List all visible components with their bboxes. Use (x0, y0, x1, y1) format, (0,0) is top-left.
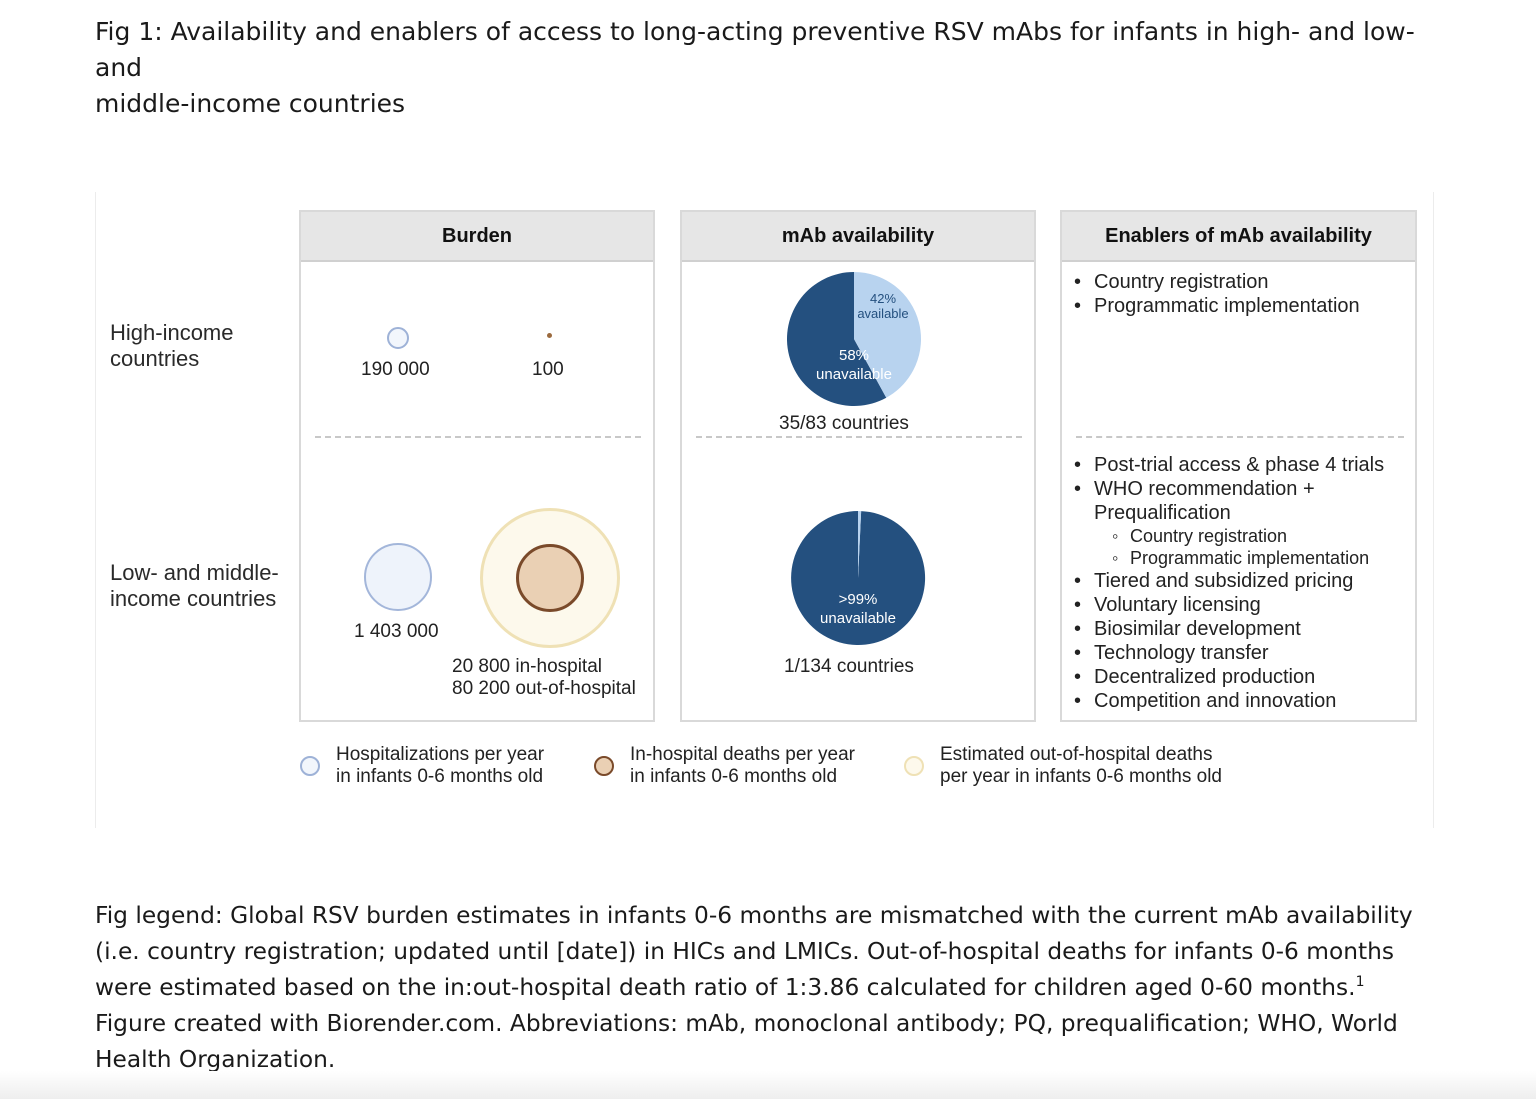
list-item: Post-trial access & phase 4 trials (1072, 453, 1384, 477)
row-divider (1076, 436, 1404, 438)
row-divider (315, 436, 641, 438)
page-bottom-shade (0, 1071, 1536, 1099)
high-income-enablers-list: Country registration Programmatic implem… (1072, 270, 1360, 318)
list-item: Biosimilar development (1072, 617, 1384, 641)
out-of-hospital-deaths-marker-icon (904, 756, 924, 776)
high-income-availability-pie: 42% available 58% unavailable (785, 270, 923, 408)
unavailable-text-label: unavailable (816, 366, 892, 383)
list-item: Tiered and subsidized pricing (1072, 569, 1384, 593)
unavailable-text-label: unavailable (820, 610, 896, 627)
row-label-lmic: Low- and middle- income countries (110, 560, 279, 612)
list-item: Decentralized production (1072, 665, 1384, 689)
lmic-in-hospital-deaths-circle (516, 544, 584, 612)
unavailable-pct-label: >99% (839, 591, 878, 608)
lmic-enablers-list: Post-trial access & phase 4 trials WHO r… (1072, 453, 1384, 713)
high-income-deaths-dot (547, 333, 552, 338)
list-item: Country registration (1072, 270, 1360, 294)
lmic-availability-pie: >99% unavailable (789, 509, 927, 647)
row-divider (696, 436, 1022, 438)
caption-line-2: middle-income countries (95, 89, 405, 118)
lmic-hospitalizations-circle (364, 543, 432, 611)
lmic-hospitalizations-value: 1 403 000 (354, 621, 439, 643)
unavailable-pct-label: 58% (839, 347, 869, 364)
availability-panel-title: mAb availability (682, 212, 1034, 262)
lmic-deaths-values: 20 800 in-hospital 80 200 out-of-hospita… (452, 656, 636, 700)
burden-panel: Burden (299, 210, 655, 722)
available-pct-label: 42% (870, 291, 896, 306)
figure-legend-text: Fig legend: Global RSV burden estimates … (95, 898, 1440, 1078)
row-label-high-income: High-income countries (110, 320, 234, 372)
sub-list-item: Country registration (1072, 525, 1384, 547)
enablers-panel-title: Enablers of mAb availability (1062, 212, 1415, 262)
sub-list-item: Programmatic implementation (1072, 547, 1384, 569)
list-item: Technology transfer (1072, 641, 1384, 665)
list-item: Competition and innovation (1072, 689, 1384, 713)
available-text-label: available (857, 306, 908, 321)
list-item: Voluntary licensing (1072, 593, 1384, 617)
high-income-hospitalizations-value: 190 000 (361, 359, 430, 381)
high-income-country-count: 35/83 countries (779, 413, 909, 435)
high-income-hospitalizations-circle (387, 327, 409, 349)
in-hospital-deaths-marker-icon (594, 756, 614, 776)
list-item: WHO recommendation +Prequalification (1072, 477, 1384, 525)
burden-panel-title: Burden (301, 212, 653, 262)
figure-caption: Fig 1: Availability and enablers of acce… (95, 14, 1455, 122)
hospitalizations-marker-icon (300, 756, 320, 776)
lmic-country-count: 1/134 countries (784, 656, 914, 678)
list-item: Programmatic implementation (1072, 294, 1360, 318)
high-income-deaths-value: 100 (532, 359, 564, 381)
caption-line-1: Fig 1: Availability and enablers of acce… (95, 17, 1415, 82)
